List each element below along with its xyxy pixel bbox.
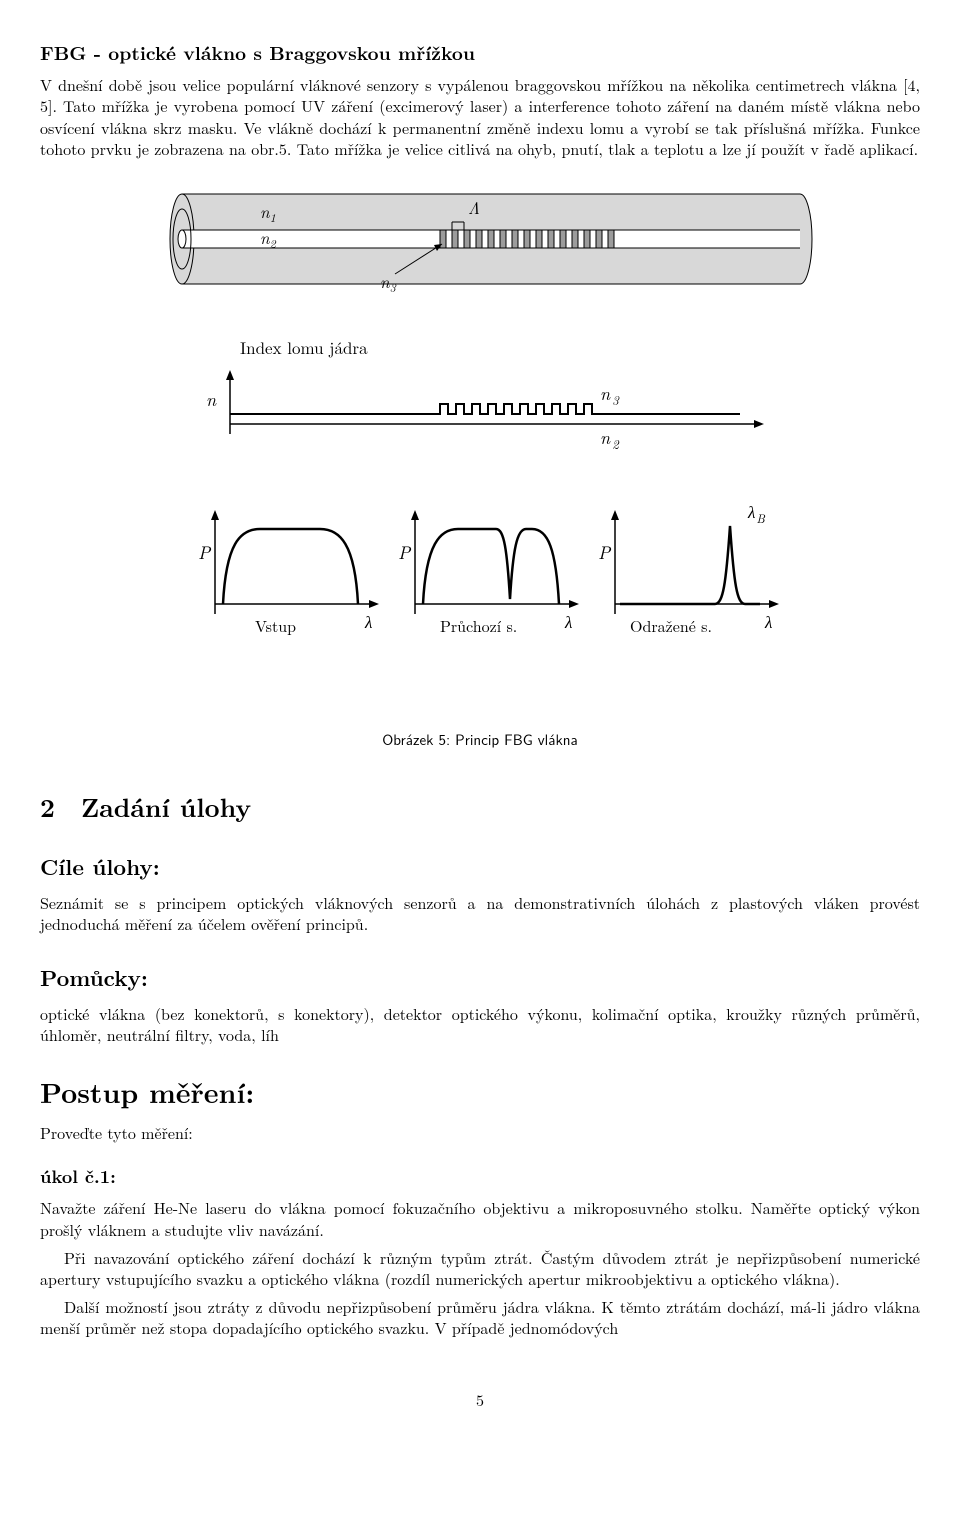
ukol1-heading: úkol č.1: <box>40 1165 920 1189</box>
label-P1: P <box>198 540 212 565</box>
ukol1-p1: Navažte záření He-Ne laseru do vlákna po… <box>40 1197 920 1240</box>
cile-text: Seznámit se s principem optických vlákno… <box>40 892 920 935</box>
label-input: Vstup <box>255 614 296 637</box>
label-through: Průchozí s. <box>440 614 517 637</box>
pomucky-heading: Pomůcky: <box>40 963 920 993</box>
label-P3: P <box>598 540 612 565</box>
label-lambda-period: Λ <box>468 195 480 219</box>
section-2-heading: 2 Zadání úlohy <box>40 789 920 824</box>
postup-text: Proveďte tyto měření: <box>40 1122 920 1144</box>
label-index-y: n <box>206 387 217 412</box>
page-number: 5 <box>40 1389 920 1411</box>
cile-heading: Cíle úlohy: <box>40 852 920 882</box>
figure-caption: Obrázek 5: Princip FBG vlákna <box>40 729 920 749</box>
label-reflected: Odražené s. <box>630 614 712 637</box>
label-lambdaB: λB <box>747 499 765 527</box>
label-P2: P <box>398 540 412 565</box>
fbg-diagram-svg: Λ n1 n2 n3 Index lomu jádra n n3 n2 P Vs <box>140 184 820 704</box>
label-lambda2: λ <box>564 609 572 633</box>
ukol1-p3: Další možností jsou ztráty z důvodu nepř… <box>40 1296 920 1339</box>
label-index-n2: n2 <box>600 425 620 453</box>
ukol1-p2: Při navazování optického záření dochází … <box>40 1247 920 1290</box>
postup-heading: Postup měření: <box>40 1074 920 1112</box>
paragraph-intro: V dnešní době jsou velice populární vlák… <box>40 74 920 160</box>
label-index-title: Index lomu jádra <box>240 335 368 359</box>
figure-fbg: Λ n1 n2 n3 Index lomu jádra n n3 n2 P Vs <box>40 184 920 749</box>
subsection-title: FBG - optické vlákno s Braggovskou mřížk… <box>40 40 920 66</box>
label-lambda3: λ <box>764 609 772 633</box>
label-lambda1: λ <box>364 609 372 633</box>
label-index-n3: n3 <box>600 381 620 409</box>
pomucky-text: optické vlákna (bez konektorů, s konekto… <box>40 1003 920 1046</box>
